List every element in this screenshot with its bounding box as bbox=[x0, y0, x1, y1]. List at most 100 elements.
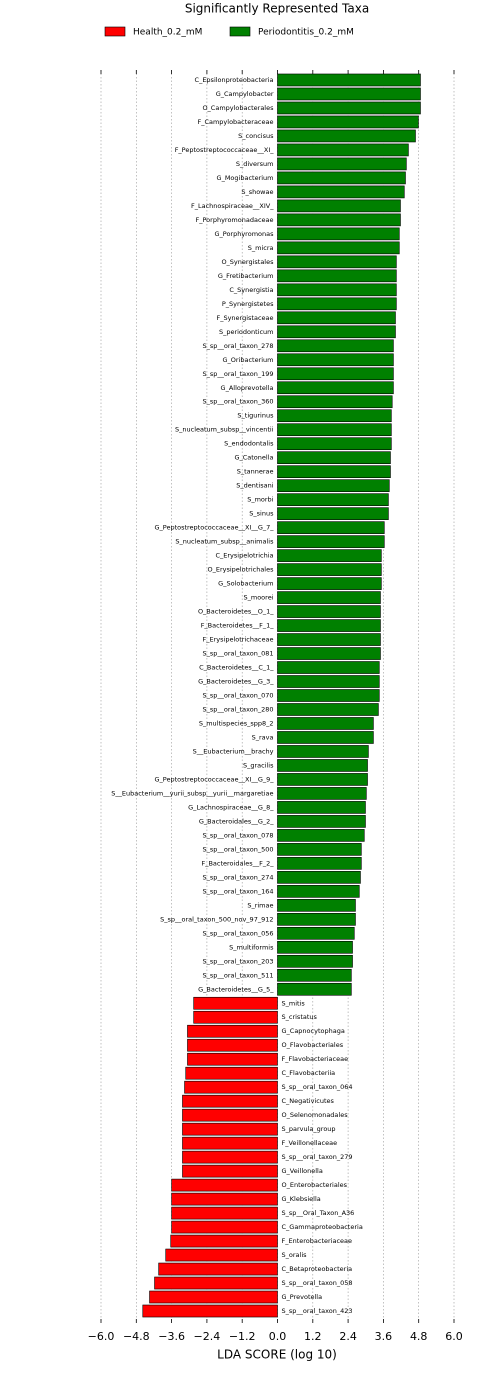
category-label: S_morbi bbox=[247, 496, 273, 504]
bar bbox=[277, 367, 394, 381]
bar bbox=[277, 115, 419, 129]
bar bbox=[184, 1080, 278, 1094]
bar bbox=[277, 73, 421, 87]
category-label: C_Epsilonproteobacteria bbox=[195, 76, 274, 84]
category-label: S_concisus bbox=[238, 132, 274, 140]
bar bbox=[277, 227, 400, 241]
bar bbox=[154, 1276, 278, 1290]
bar bbox=[277, 633, 381, 646]
category-label: S_sp__oral_taxon_203 bbox=[202, 957, 273, 965]
bar bbox=[277, 885, 360, 898]
bar bbox=[277, 409, 392, 423]
bar bbox=[277, 297, 397, 311]
bar bbox=[277, 395, 393, 409]
category-label: S_showae bbox=[241, 188, 273, 196]
category-label: S_periodonticum bbox=[219, 328, 274, 336]
category-label: S_sp__oral_taxon_280 bbox=[202, 705, 273, 713]
bar bbox=[277, 801, 366, 814]
bar bbox=[277, 87, 421, 101]
bar bbox=[171, 1206, 278, 1220]
category-label: G_Veillonella bbox=[282, 1167, 323, 1175]
category-label: S_gracilis bbox=[243, 761, 274, 769]
category-label: S_sp__oral_taxon_423 bbox=[282, 1307, 353, 1315]
category-label: F_Campylobacteraceae bbox=[197, 118, 273, 126]
category-label: S_nucleatum_subsp__vincentii bbox=[175, 426, 274, 434]
category-label: O_Flavobacteriales bbox=[282, 1041, 344, 1049]
bar bbox=[277, 353, 394, 367]
bar bbox=[277, 171, 406, 185]
bar bbox=[277, 535, 385, 548]
category-label: C_Gammaproteobacteria bbox=[282, 1223, 363, 1231]
category-label: O_Synergistales bbox=[221, 258, 274, 266]
bar bbox=[193, 996, 278, 1010]
bar bbox=[185, 1066, 278, 1080]
bar bbox=[277, 563, 382, 576]
category-label: S_diversum bbox=[236, 160, 274, 168]
x-tick-label: 0.0 bbox=[269, 1330, 287, 1343]
category-label: S__Eubacterium__brachy bbox=[193, 747, 274, 755]
category-label: F_Erysipelotrichaceae bbox=[203, 636, 274, 644]
bar bbox=[277, 591, 381, 604]
category-label: O_Bacteroidetes__O_1_ bbox=[198, 608, 274, 616]
category-label: S_dentisani bbox=[236, 482, 273, 490]
bar bbox=[277, 871, 361, 884]
category-label: S_sp__oral_taxon_056 bbox=[202, 929, 273, 937]
legend-swatch bbox=[229, 26, 251, 37]
category-label: S_multiformis bbox=[229, 943, 274, 951]
bar bbox=[277, 675, 380, 688]
bar bbox=[277, 731, 374, 744]
bar bbox=[277, 521, 385, 534]
category-label: O_Enterobacteriales bbox=[282, 1181, 348, 1189]
bar bbox=[277, 255, 397, 269]
bar bbox=[277, 311, 396, 325]
x-tick-label: 4.8 bbox=[410, 1330, 428, 1343]
bar bbox=[277, 899, 356, 912]
bar bbox=[187, 1052, 278, 1066]
bar bbox=[149, 1290, 278, 1304]
bar bbox=[187, 1024, 278, 1038]
bar bbox=[277, 129, 416, 143]
bar bbox=[277, 745, 369, 758]
category-label: F_Peptostreptococcaceae__XI_ bbox=[175, 146, 275, 154]
category-label: G_Catonella bbox=[234, 454, 273, 462]
bar bbox=[277, 451, 391, 465]
category-label: S_rava bbox=[252, 733, 274, 741]
category-label: S_sp__oral_taxon_500 bbox=[202, 845, 273, 853]
x-tick-label: 1.2 bbox=[304, 1330, 322, 1343]
x-axis-label: LDA SCORE (log 10) bbox=[217, 1348, 337, 1362]
category-label: C_Bacteroidetes__C_1_ bbox=[199, 664, 274, 672]
category-label: C_Synergistia bbox=[229, 286, 273, 294]
bar bbox=[277, 465, 391, 479]
bar bbox=[277, 759, 368, 772]
category-label: S_sp__oral_taxon_274 bbox=[202, 873, 273, 881]
category-label: G_Campylobacter bbox=[216, 90, 274, 98]
category-label: C_Flavobacteriia bbox=[282, 1069, 336, 1077]
bar bbox=[277, 143, 409, 157]
x-tick-label: −4.8 bbox=[123, 1330, 150, 1343]
bar bbox=[277, 703, 379, 716]
bar bbox=[277, 283, 397, 297]
bar bbox=[277, 857, 362, 870]
bar bbox=[171, 1192, 278, 1206]
bar bbox=[277, 661, 380, 674]
category-label: S_sp__oral_taxon_081 bbox=[202, 650, 273, 658]
category-label: S_cristatus bbox=[282, 1013, 318, 1021]
legend-swatch bbox=[104, 26, 126, 37]
category-label: S_tigurinus bbox=[237, 412, 274, 420]
category-label: S_sp__oral_taxon_064 bbox=[282, 1083, 353, 1091]
category-label: S_parvula_group bbox=[282, 1125, 336, 1133]
bar bbox=[277, 493, 389, 506]
x-tick-label: 2.4 bbox=[339, 1330, 357, 1343]
bar bbox=[277, 101, 421, 115]
bar bbox=[277, 549, 382, 562]
bar bbox=[170, 1234, 278, 1248]
category-label: S_sp__oral_taxon_199 bbox=[202, 370, 273, 378]
category-label: S_sp__oral_taxon_058 bbox=[282, 1279, 353, 1287]
bar bbox=[277, 213, 401, 227]
category-label: G_Fretibacterium bbox=[218, 272, 274, 280]
category-label: G_Lachnospiraceae__G_8_ bbox=[188, 803, 274, 811]
bar bbox=[277, 647, 381, 660]
category-label: F_Enterobacteriaceae bbox=[282, 1237, 353, 1245]
bar bbox=[182, 1164, 278, 1178]
